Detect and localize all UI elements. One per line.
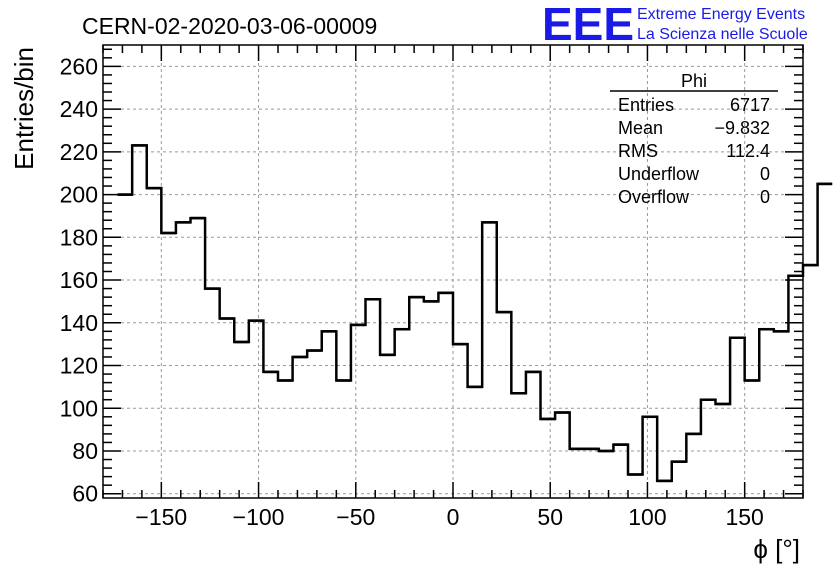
stats-row-value: 0 [760, 164, 770, 184]
stats-title: Phi [681, 71, 707, 91]
stats-row-label: RMS [618, 141, 658, 161]
y-tick-label: 80 [72, 438, 98, 464]
eee-logo: EEE Extreme Energy Events La Scienza nel… [542, 0, 808, 50]
y-tick-label: 140 [60, 310, 98, 336]
y-tick-label: 220 [60, 139, 98, 165]
stats-box: Phi Entries 6717 Mean −9.832 RMS 112.4 Underfl… [610, 71, 778, 207]
logo-eee-text: EEE [542, 0, 634, 50]
stats-row-label: Underflow [618, 164, 700, 184]
stats-row-value: 112.4 [726, 141, 770, 161]
stats-row-label: Mean [618, 118, 663, 138]
logo-line2: La Scienza nelle Scuole [637, 26, 808, 43]
x-axis-label: ϕ [°] [753, 534, 800, 564]
stats-row-label: Entries [618, 95, 674, 115]
y-tick-label: 100 [60, 395, 98, 421]
x-tick-label: 150 [725, 504, 763, 530]
y-axis-label: Entries/bin [9, 47, 39, 170]
y-tick-label: 240 [60, 96, 98, 122]
x-tick-label: 50 [537, 504, 563, 530]
x-tick-label: 0 [447, 504, 460, 530]
histogram-bins [117, 144, 833, 483]
x-tick-labels: −150 −100 −50 0 50 100 150 [135, 504, 763, 530]
x-tick-label: −150 [135, 504, 187, 530]
run-title: CERN-02-2020-03-06-00009 [82, 13, 377, 39]
grid [103, 45, 803, 498]
y-tick-label: 120 [60, 353, 98, 379]
y-tick-label: 200 [60, 182, 98, 208]
stats-row-value: 0 [760, 187, 770, 207]
x-tick-label: −100 [233, 504, 285, 530]
y-tick-label: 160 [60, 267, 98, 293]
y-tick-label: 180 [60, 224, 98, 250]
x-tick-label: −50 [336, 504, 375, 530]
x-tick-label: 100 [628, 504, 666, 530]
y-tick-label: 60 [72, 481, 98, 507]
histogram-outline [117, 144, 833, 483]
stats-rows: Entries 6717 Mean −9.832 RMS 112.4 Underflow 0 O… [618, 95, 770, 207]
axis-ticks [102, 45, 804, 498]
y-tick-labels: 60 80 100 120 140 160 180 200 220 240 260 [60, 53, 98, 506]
stats-row-value: −9.832 [714, 118, 770, 138]
stats-row-value: 6717 [730, 95, 770, 115]
logo-line1: Extreme Energy Events [637, 6, 805, 23]
y-tick-label: 260 [60, 53, 98, 79]
stats-row-label: Overflow [618, 187, 690, 207]
